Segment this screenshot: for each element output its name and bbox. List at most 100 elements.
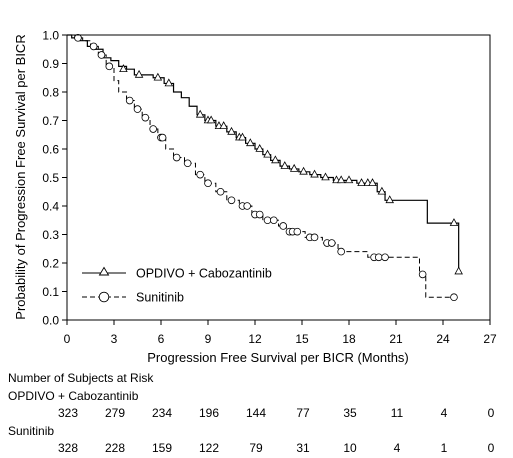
legend-marker-sunitinib	[98, 291, 110, 303]
censor-mark-opdivo	[271, 155, 280, 164]
risk-count: 4	[393, 441, 401, 455]
censor-mark-sunitinib	[158, 133, 167, 142]
series-layer	[67, 34, 463, 302]
censor-mark-sunitinib	[337, 247, 345, 256]
x-tick-label: 15	[295, 332, 309, 346]
censor-mark-sunitinib	[74, 34, 82, 42]
y-tick-label: 0.3	[42, 228, 59, 242]
risk-count: 196	[198, 406, 220, 420]
x-tick-label: 9	[205, 332, 212, 346]
x-tick-label: 27	[483, 332, 497, 346]
censor-mark-sunitinib	[450, 293, 458, 302]
x-tick-label: 21	[389, 332, 403, 346]
censor-mark-opdivo	[454, 266, 463, 275]
censor-mark-sunitinib	[216, 187, 225, 196]
risk-count: 11	[390, 406, 404, 420]
censor-mark-opdivo	[344, 175, 354, 184]
y-tick-label: 0.6	[42, 143, 59, 157]
y-tick-label: 0.9	[42, 57, 59, 71]
censor-mark-sunitinib	[125, 96, 134, 105]
censor-mark-opdivo	[119, 64, 128, 72]
y-axis-label: Probability of Progression Free Survival…	[13, 34, 28, 319]
censor-mark-opdivo	[263, 149, 272, 158]
risk-row-label-sunitinib: Sunitinib	[8, 424, 55, 438]
censor-mark-sunitinib	[243, 202, 251, 210]
censor-mark-sunitinib	[172, 153, 181, 162]
legend-label-sunitinib: Sunitinib	[136, 291, 184, 305]
series-line-opdivo	[67, 34, 460, 272]
risk-count: 122	[198, 441, 220, 455]
risk-count: 79	[249, 441, 263, 455]
risk-count: 77	[296, 406, 310, 420]
risk-count: 323	[57, 406, 79, 420]
censor-mark-opdivo	[280, 161, 290, 169]
censor-mark-sunitinib	[133, 105, 142, 113]
risk-count: 10	[343, 441, 357, 455]
risk-row-sunitinib: 328 228 159 122 79 31 10 4 1 0	[0, 441, 513, 457]
risk-count: 159	[151, 441, 173, 455]
y-tick-label: 1.0	[42, 29, 59, 43]
censor-mark-opdivo	[255, 143, 264, 152]
censor-mark-sunitinib	[183, 159, 192, 168]
x-axis: 0 3 6 9 12 15 18 21 24 27	[64, 320, 497, 346]
risk-count: 228	[104, 441, 126, 455]
censor-mark-opdivo	[299, 166, 308, 175]
censor-mark-opdivo	[377, 186, 387, 195]
legend-entry-opdivo: OPDIVO + Cabozantinib	[82, 267, 272, 281]
censor-mark-opdivo	[336, 175, 346, 184]
legend-label-opdivo: OPDIVO + Cabozantinib	[136, 267, 272, 281]
series-line-sunitinib	[67, 34, 454, 298]
censor-mark-sunitinib	[97, 51, 106, 59]
censor-mark-opdivo	[321, 172, 330, 181]
legend-entry-sunitinib: Sunitinib	[82, 291, 184, 305]
legend: OPDIVO + Cabozantinib Sunitinib	[82, 267, 272, 305]
censor-mark-opdivo	[153, 72, 163, 81]
risk-count: 234	[151, 406, 173, 420]
risk-table-title: Number of Subjects at Risk	[8, 371, 154, 385]
x-tick-label: 6	[158, 332, 165, 346]
risk-count: 0	[487, 441, 495, 455]
censor-mark-sunitinib	[293, 227, 302, 236]
legend-marker-opdivo	[98, 266, 110, 276]
censor-mark-opdivo	[289, 163, 299, 172]
risk-count: 328	[57, 441, 79, 455]
risk-count: 0	[487, 406, 495, 420]
censor-mark-sunitinib	[263, 216, 272, 225]
risk-row-label-opdivo: OPDIVO + Cabozantinib	[8, 389, 139, 403]
x-tick-label: 12	[248, 332, 262, 346]
censor-mark-opdivo	[246, 138, 255, 147]
y-tick-label: 0.1	[42, 285, 59, 299]
censor-mark-sunitinib	[141, 113, 150, 122]
censor-mark-sunitinib	[255, 210, 264, 219]
censor-mark-opdivo	[134, 69, 144, 78]
censor-mark-sunitinib	[149, 125, 157, 133]
risk-count: 1	[440, 441, 448, 455]
risk-count: 4	[440, 406, 448, 420]
plot-area-frame	[66, 34, 491, 321]
censor-mark-sunitinib	[196, 170, 204, 179]
risk-row-opdivo: 323 279 234 196 144 77 35 11 4 0	[0, 406, 513, 422]
y-tick-label: 0.2	[42, 257, 59, 271]
censor-mark-sunitinib	[105, 62, 114, 71]
censor-mark-opdivo	[368, 178, 377, 187]
y-tick-label: 0.5	[42, 171, 59, 185]
censor-mark-opdivo	[238, 132, 247, 141]
censor-mark-opdivo	[195, 109, 205, 118]
y-tick-label: 0.0	[42, 314, 59, 328]
censor-mark-sunitinib	[227, 196, 236, 205]
x-axis-label: Progression Free Survival per BICR (Mont…	[147, 350, 409, 365]
y-tick-label: 0.4	[42, 200, 59, 214]
risk-count: 35	[343, 406, 357, 420]
censor-mark-sunitinib	[204, 179, 212, 188]
km-chart: 0.0 0.1 0.2 0.3 0.4 0.5 0.6 0.7 0.8 0.9 1.0 0 3 6 9 12…	[13, 29, 497, 366]
censor-mark-opdivo	[310, 169, 319, 178]
y-axis: 0.0 0.1 0.2 0.3 0.4 0.5 0.6 0.7 0.8 0.9 1.0	[42, 29, 67, 328]
censor-mark-opdivo	[385, 195, 395, 204]
y-tick-label: 0.8	[42, 86, 59, 100]
risk-count: 279	[104, 406, 126, 420]
censor-mark-opdivo	[164, 78, 174, 87]
risk-count: 31	[296, 441, 310, 455]
censor-mark-sunitinib	[89, 42, 98, 51]
censor-mark-opdivo	[219, 121, 228, 130]
x-tick-label: 18	[342, 332, 356, 346]
